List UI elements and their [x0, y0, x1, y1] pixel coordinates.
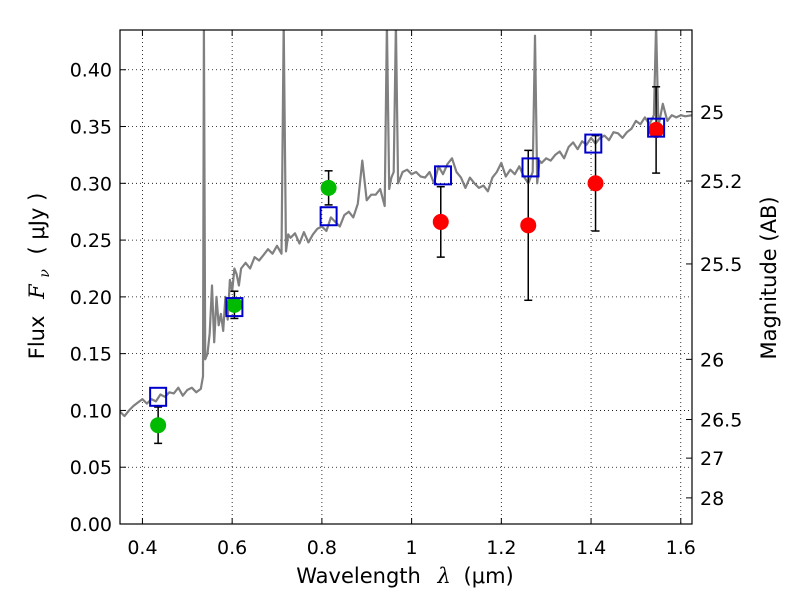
- y-tick-label: 0.25: [70, 230, 112, 252]
- right-tick-label: 25: [700, 102, 724, 124]
- y-tick-label: 0.40: [70, 60, 112, 82]
- x-tick-label: 1.6: [666, 537, 696, 559]
- model-flux-point: [149, 386, 168, 407]
- x-tick-label: 0.8: [307, 537, 337, 559]
- right-axis-ticks: 25 25.2 25.5 26 26.5 27 28: [686, 102, 742, 510]
- model-flux-point: [434, 165, 453, 186]
- x-axis-label: Wavelength λ (μm): [296, 564, 513, 588]
- right-tick-label: 25.2: [700, 171, 742, 193]
- right-tick-label: 25.5: [700, 254, 742, 276]
- y-tick-label: 0.15: [70, 344, 112, 366]
- plot-frame: [119, 29, 693, 525]
- model-flux-point: [584, 133, 603, 154]
- data-point: [226, 296, 243, 313]
- y-tick-label: 0.35: [70, 117, 112, 139]
- model-flux-point: [647, 117, 666, 138]
- right-tick-label: 26: [700, 349, 724, 371]
- y-tick-label: 0.30: [70, 173, 112, 195]
- x-tick-label: 0.6: [217, 537, 247, 559]
- x-tick-label: 1.2: [486, 537, 516, 559]
- x-tick-label: 0.4: [127, 537, 157, 559]
- model-flux-point: [521, 157, 540, 178]
- series-layer: [120, 30, 692, 445]
- y-tick-label: 0.05: [70, 457, 112, 479]
- y-tick-label: 0.00: [70, 514, 112, 536]
- sed-line: [120, 30, 692, 418]
- data-point: [648, 121, 665, 138]
- data-point: [150, 417, 167, 434]
- data-point: [587, 175, 604, 192]
- right-axis-label: Magnitude (AB): [757, 196, 781, 359]
- right-tick-label: 26.5: [700, 410, 742, 432]
- y-axis-ticks: 0.00 0.05 0.10 0.15 0.20 0.25 0.30 0.35 0.40: [70, 60, 126, 536]
- y-tick-label: 0.10: [70, 400, 112, 422]
- y-axis-label: Flux F ν ( μJy ): [25, 193, 54, 360]
- model-flux-point: [319, 206, 338, 227]
- data-point: [432, 213, 449, 230]
- x-axis-ticks: 0.4 0.6 0.8 1 1.2 1.4 1.6: [127, 30, 696, 559]
- x-tick-label: 1: [406, 537, 418, 559]
- y-tick-label: 0.20: [70, 287, 112, 309]
- data-point: [320, 179, 337, 196]
- model-flux-point: [225, 297, 244, 318]
- right-tick-label: 27: [700, 448, 724, 470]
- data-point: [520, 217, 537, 234]
- right-tick-label: 28: [700, 488, 724, 510]
- x-tick-label: 1.4: [576, 537, 606, 559]
